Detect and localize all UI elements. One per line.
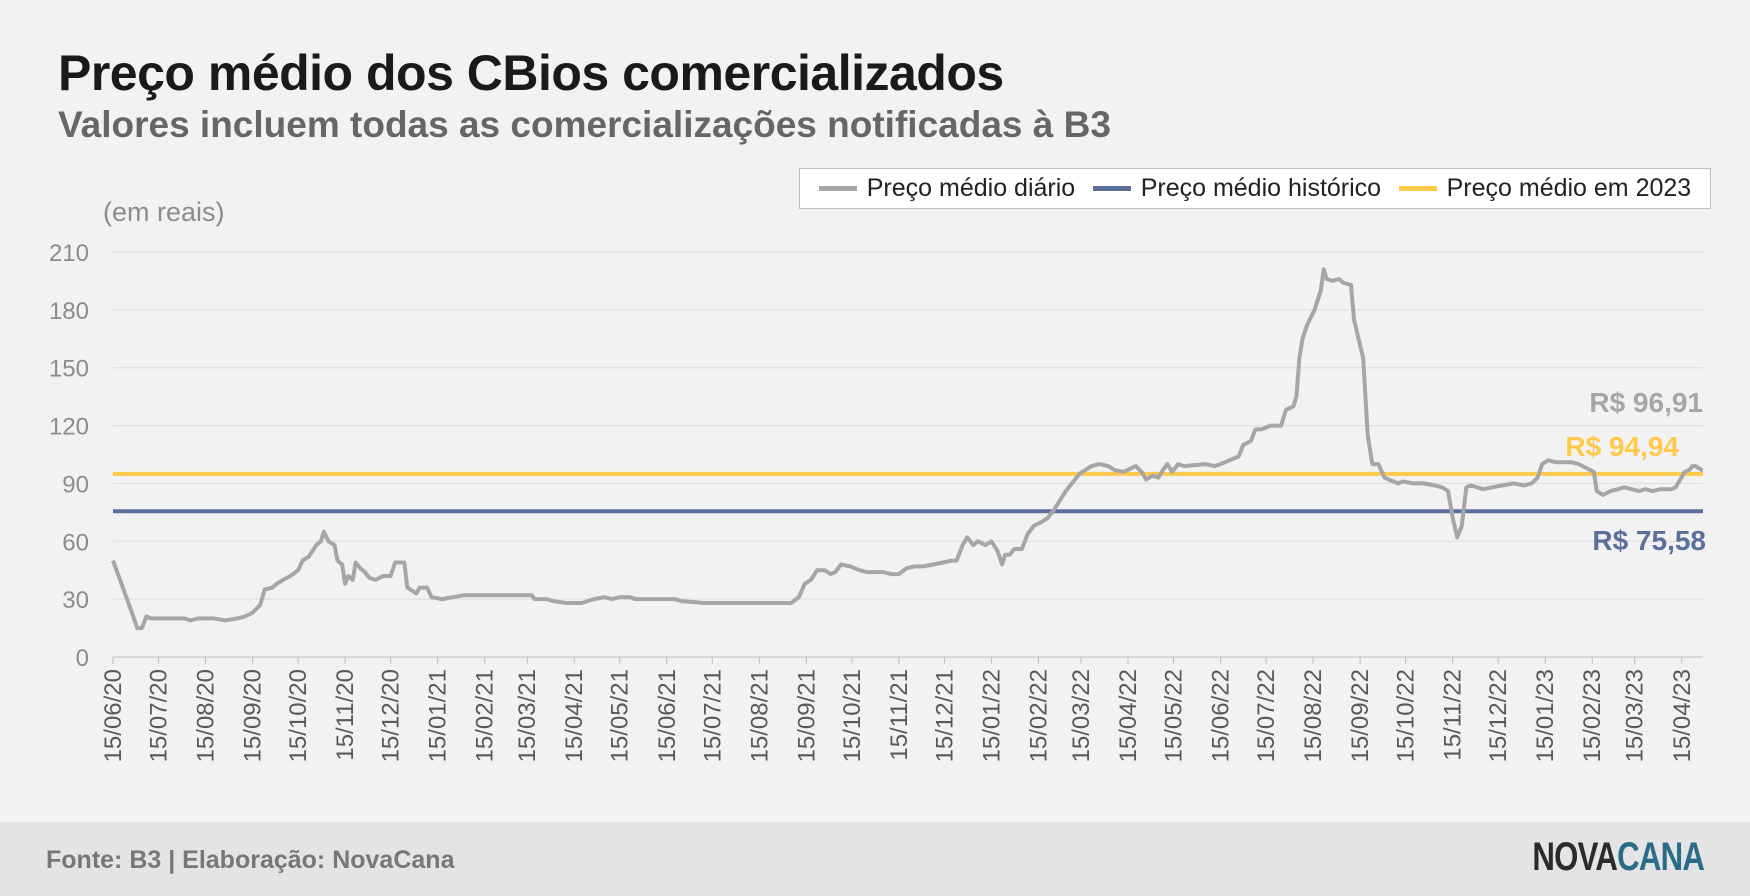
x-tick-label: 15/12/21: [931, 669, 958, 762]
x-tick-label: 15/04/21: [561, 669, 588, 762]
x-tick-label: 15/09/20: [240, 669, 267, 762]
x-tick-label: 15/03/22: [1068, 669, 1095, 762]
logo-part-cana: CANA: [1616, 835, 1705, 879]
value-annotation: R$ 94,94: [1565, 431, 1679, 462]
value-annotation: R$ 75,58: [1592, 525, 1706, 556]
x-tick-label: 15/03/21: [514, 669, 541, 762]
y-tick-label: 120: [49, 414, 89, 441]
legend-swatch-2023: [1398, 186, 1437, 191]
legend-swatch-historic: [1092, 186, 1131, 191]
legend-item-historic: Preço médio histórico: [1092, 174, 1382, 203]
chart-legend: Preço médio diário Preço médio histórico…: [799, 168, 1711, 209]
x-tick-label: 15/06/20: [100, 669, 127, 762]
x-tick-label: 15/11/22: [1440, 669, 1467, 761]
x-tick-label: 15/11/21: [886, 669, 913, 761]
x-tick-label: 15/08/21: [746, 669, 773, 762]
x-tick-label: 15/02/23: [1579, 669, 1606, 762]
x-tick-label: 15/06/22: [1208, 669, 1235, 762]
x-tick-label: 15/05/21: [607, 669, 634, 762]
x-tick-label: 15/11/20: [332, 669, 359, 761]
y-tick-label: 30: [62, 587, 89, 614]
x-tick-label: 15/01/21: [425, 669, 452, 762]
series-layer: [111, 267, 1704, 631]
footer-bar: Fonte: B3 | Elaboração: NovaCana NOVACAN…: [0, 822, 1750, 896]
y-tick-label: 180: [49, 298, 89, 325]
x-tick-label: 15/12/22: [1485, 669, 1512, 762]
x-tick-label: 15/07/22: [1253, 669, 1280, 762]
x-tick-label: 15/12/20: [378, 669, 405, 762]
x-tick-label: 15/01/23: [1532, 669, 1559, 762]
x-tick-label: 15/10/20: [285, 669, 312, 762]
x-tick-label: 15/09/21: [793, 669, 820, 762]
y-tick-label: 60: [62, 529, 89, 556]
x-tick-label: 15/02/21: [472, 669, 499, 762]
x-tick-label: 15/07/20: [146, 669, 173, 762]
x-tick-label: 15/06/21: [654, 669, 681, 762]
legend-label-historic: Preço médio histórico: [1140, 174, 1382, 202]
x-tick-labels: 15/06/20 15/07/20 15/08/20 15/09/20 15/10/20…: [100, 657, 1696, 762]
x-tick-label: 15/04/22: [1115, 669, 1142, 762]
x-tick-label: 15/08/22: [1300, 669, 1327, 762]
chart-subtitle: Valores incluem todas as comercializaçõe…: [58, 104, 1111, 145]
annotation-layer: R$ 96,91 R$ 94,94 R$ 75,58: [1565, 387, 1706, 556]
y-tick-label: 0: [76, 645, 89, 672]
grid-layer: [113, 251, 1703, 658]
y-tick-labels: 0 30 60 90 120 150 180 210: [49, 240, 89, 672]
value-annotation: R$ 96,91: [1589, 387, 1703, 418]
logo-part-nova: NOVA: [1532, 835, 1617, 879]
legend-item-daily: Preço médio diário: [818, 174, 1076, 203]
x-tick-label: 15/10/22: [1393, 669, 1420, 762]
x-tick-label: 15/05/22: [1161, 669, 1188, 762]
source-credit: Fonte: B3 | Elaboração: NovaCana: [46, 846, 455, 874]
legend-swatch-daily: [818, 186, 857, 191]
y-axis-unit-label: (em reais): [103, 197, 225, 227]
x-tick-label: 15/01/22: [978, 669, 1005, 762]
y-tick-label: 90: [62, 471, 89, 498]
x-tick-label: 15/10/21: [839, 669, 866, 762]
x-tick-label: 15/07/21: [699, 669, 726, 762]
y-tick-label: 210: [49, 240, 89, 267]
x-tick-label: 15/02/22: [1025, 669, 1052, 762]
x-tick-label: 15/04/23: [1669, 669, 1696, 762]
x-tick-label: 15/09/22: [1347, 669, 1374, 762]
legend-label-daily: Preço médio diário: [866, 174, 1076, 202]
x-tick-label: 15/08/20: [193, 669, 220, 762]
legend-item-2023: Preço médio em 2023: [1398, 174, 1692, 203]
series-daily-price-line: [111, 267, 1704, 631]
novacana-logo: NOVACANA: [1532, 835, 1704, 880]
x-tick-label: 15/03/23: [1622, 669, 1649, 762]
y-tick-label: 150: [49, 356, 89, 383]
chart-title: Preço médio dos CBios comercializados: [58, 45, 1004, 101]
legend-label-2023: Preço médio em 2023: [1446, 174, 1692, 202]
